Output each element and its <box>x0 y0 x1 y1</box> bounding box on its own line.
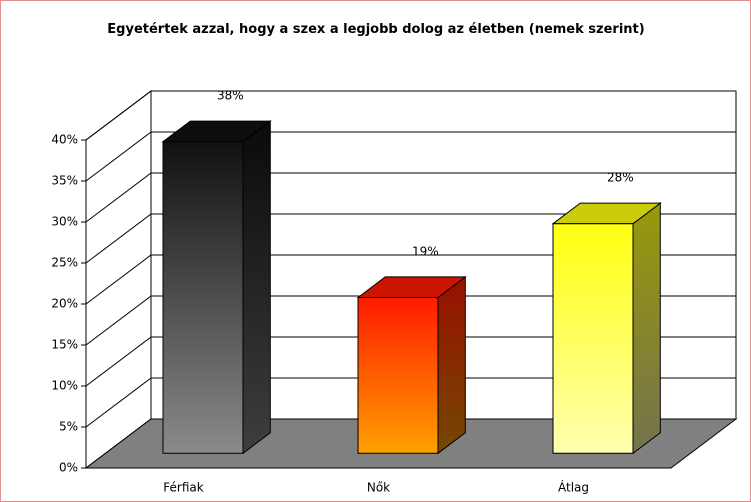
y-tick-label: 5% <box>59 420 78 434</box>
value-label: 28% <box>607 171 634 185</box>
x-tick-label: Átlag <box>558 480 589 495</box>
bar-side <box>242 120 271 455</box>
grid-line <box>85 213 736 264</box>
bar-side <box>437 275 466 455</box>
grid-line <box>85 336 736 387</box>
grid-line <box>85 254 736 305</box>
value-label: 38% <box>217 89 244 103</box>
value-label: 19% <box>412 244 439 258</box>
grid-line <box>85 90 736 141</box>
grid-line <box>85 295 736 346</box>
y-tick-label: 40% <box>51 133 78 147</box>
y-tick-label: 0% <box>59 461 78 475</box>
bar <box>551 202 662 455</box>
x-tick-label: Férfiak <box>163 481 203 495</box>
grid-line <box>85 131 736 182</box>
bar-side <box>632 202 661 455</box>
grid-line <box>85 377 736 428</box>
chart-title: Egyetértek azzal, hogy a szex a legjobb … <box>107 22 645 37</box>
y-tick-label: 15% <box>51 338 78 352</box>
bar <box>356 275 467 455</box>
x-tick-label: Nők <box>367 481 390 495</box>
bar-front <box>552 223 634 454</box>
y-tick-label: 10% <box>51 379 78 393</box>
bar-front <box>162 141 244 454</box>
bar-front <box>357 297 439 454</box>
grid-line <box>85 172 736 223</box>
y-tick-label: 30% <box>51 215 78 229</box>
y-tick-label: 35% <box>51 174 78 188</box>
y-tick-label: 25% <box>51 256 78 270</box>
y-tick-label: 20% <box>51 297 78 311</box>
bar <box>161 120 272 455</box>
